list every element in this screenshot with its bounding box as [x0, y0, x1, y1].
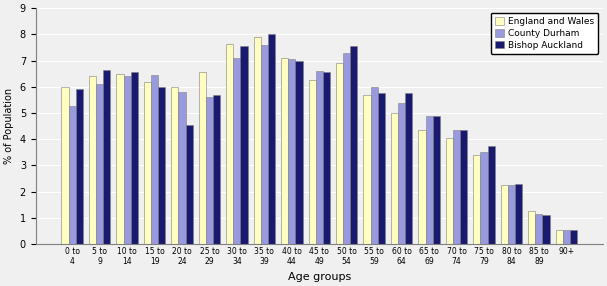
Bar	[371, 87, 378, 244]
Bar	[96, 84, 103, 244]
Bar	[268, 34, 275, 244]
Bar	[117, 74, 123, 244]
Bar	[198, 72, 206, 244]
Bar	[460, 130, 467, 244]
Bar	[487, 146, 495, 244]
Bar	[343, 53, 350, 244]
Bar	[433, 116, 440, 244]
Bar	[123, 76, 131, 244]
Bar	[528, 211, 535, 244]
Bar	[543, 215, 549, 244]
Bar	[61, 87, 69, 244]
Bar	[378, 93, 385, 244]
Bar	[480, 152, 487, 244]
Bar	[206, 97, 213, 244]
Bar	[364, 95, 371, 244]
Bar	[233, 58, 240, 244]
Bar	[288, 59, 296, 244]
Bar	[323, 72, 330, 244]
Y-axis label: % of Population: % of Population	[4, 88, 14, 164]
Bar	[151, 75, 158, 244]
Bar	[296, 61, 302, 244]
Bar	[171, 87, 178, 244]
Bar	[405, 93, 412, 244]
Bar	[144, 82, 151, 244]
Bar	[89, 76, 96, 244]
Bar	[501, 185, 508, 244]
Bar	[418, 130, 426, 244]
Bar	[158, 87, 165, 244]
Bar	[398, 103, 405, 244]
Bar	[213, 95, 220, 244]
Bar	[508, 185, 515, 244]
Bar	[308, 80, 316, 244]
Bar	[515, 184, 522, 244]
Legend: England and Wales, County Durham, Bishop Auckland: England and Wales, County Durham, Bishop…	[490, 13, 599, 54]
Bar	[563, 230, 570, 244]
Bar	[240, 46, 248, 244]
Bar	[316, 71, 323, 244]
Bar	[350, 46, 358, 244]
Bar	[473, 155, 480, 244]
Bar	[76, 90, 83, 244]
Bar	[555, 230, 563, 244]
Bar	[131, 72, 138, 244]
Bar	[226, 43, 233, 244]
Bar	[336, 63, 343, 244]
Bar	[570, 230, 577, 244]
Bar	[69, 106, 76, 244]
Bar	[254, 37, 261, 244]
X-axis label: Age groups: Age groups	[288, 272, 351, 282]
Bar	[186, 125, 192, 244]
Bar	[103, 70, 110, 244]
Bar	[535, 214, 543, 244]
Bar	[178, 92, 186, 244]
Bar	[453, 130, 460, 244]
Bar	[281, 58, 288, 244]
Bar	[446, 138, 453, 244]
Bar	[391, 113, 398, 244]
Bar	[261, 45, 268, 244]
Bar	[426, 116, 433, 244]
